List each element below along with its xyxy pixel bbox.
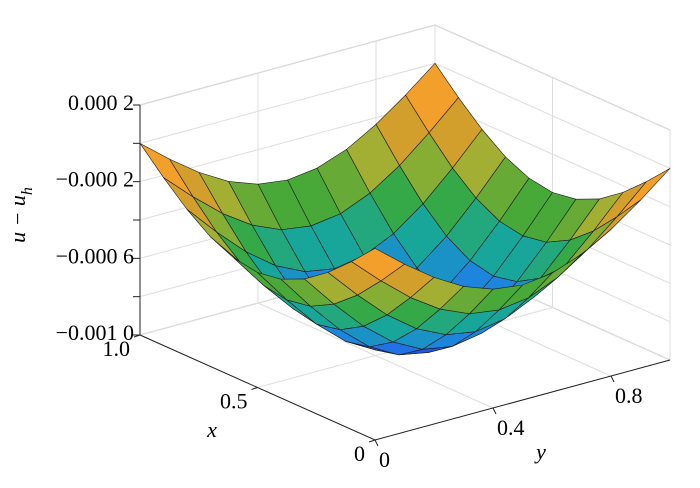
z-tick-label: −0.000 6 [56,243,134,268]
z-tick-label: −0.001 0 [56,320,134,345]
y-tick-label: 0.4 [497,415,525,440]
x-tick-label: 0.5 [220,389,248,414]
y-axis-label: y [534,439,546,464]
x-tick-label: 0 [354,441,365,466]
z-axis-label-sub: h [19,187,36,195]
y-tick [492,407,497,415]
x-tick [368,439,376,443]
y-tick [374,439,379,447]
y-tick-label: 0 [379,447,390,472]
z-axis-label-main: u − u [5,195,30,243]
y-tick [610,375,615,383]
z-tick-label: −0.000 2 [56,167,134,192]
grid-line [257,77,553,388]
surface-patch [351,248,405,282]
z-axis-label: u − uh [5,187,36,243]
z-tick-label: 0.000 2 [68,90,134,115]
x-tick-label: 1.0 [103,336,131,361]
y-tick-label: 0.8 [615,383,643,408]
grid-line [257,73,494,409]
x-axis-label: x [206,417,217,442]
x-tick [133,334,141,338]
x-tick [251,387,258,390]
